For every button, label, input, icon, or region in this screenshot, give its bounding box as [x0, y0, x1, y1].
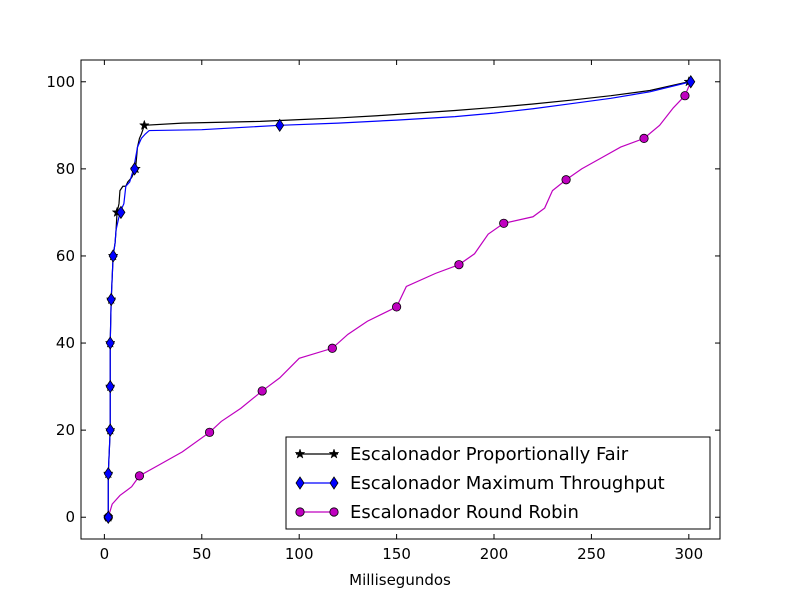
data-point [105, 379, 115, 394]
x-tick-label: 150 [382, 545, 411, 563]
data-point [103, 466, 113, 481]
data-point [327, 343, 337, 353]
x-axis-label: Millisegundos [349, 571, 451, 589]
series-line [107, 81, 692, 518]
data-point [454, 260, 464, 270]
data-point [130, 162, 140, 176]
data-point [204, 427, 215, 437]
legend-marker [295, 476, 305, 490]
legend-marker [294, 448, 306, 459]
legend-marker [329, 476, 339, 490]
series-layer [102, 75, 696, 524]
data-point [680, 91, 690, 101]
legend-items: Escalonador Proportionally Fair Escalonad… [294, 444, 665, 523]
data-point [106, 292, 116, 307]
y-tick-label: 60 [56, 247, 75, 265]
axes-layer: 0 50 100 150 200 250 300 0 20 40 60 80 100 [46, 60, 720, 563]
series-circle [103, 81, 692, 522]
legend-item: Escalonador Proportionally Fair [294, 444, 629, 465]
data-point [686, 75, 696, 89]
data-point [134, 471, 145, 481]
legend-marker [329, 507, 339, 517]
x-tick-label: 200 [480, 545, 509, 563]
data-point [257, 386, 267, 396]
data-point [103, 510, 113, 524]
series-diamond [103, 75, 696, 524]
data-point [105, 336, 115, 350]
legend-marker [328, 448, 340, 459]
x-tick-label: 250 [577, 545, 606, 563]
data-point [138, 119, 150, 130]
x-tick-label: 50 [192, 545, 211, 563]
legend-label: Escalonador Maximum Throughput [350, 473, 665, 494]
legend-item: Escalonador Maximum Throughput [295, 473, 665, 494]
data-point [116, 205, 126, 220]
y-tick-label: 40 [56, 334, 75, 352]
legend-item: Escalonador Round Robin [295, 502, 579, 523]
x-tick-label: 300 [675, 545, 704, 563]
data-point [108, 249, 118, 263]
data-point [499, 218, 509, 228]
legend-label: Escalonador Proportionally Fair [350, 444, 629, 465]
legend-label: Escalonador Round Robin [350, 502, 579, 523]
y-tick-label: 100 [46, 73, 75, 91]
x-tick-label: 0 [100, 545, 110, 563]
plot-frame [80, 59, 721, 540]
data-point [105, 423, 115, 437]
y-tick-label: 20 [56, 421, 75, 439]
data-point [561, 175, 571, 185]
y-tick-label: 80 [56, 160, 75, 178]
legend-marker [295, 507, 305, 517]
data-point [392, 302, 402, 312]
data-point [275, 118, 285, 133]
legend: Escalonador Proportionally Fair Escalonad… [285, 436, 711, 530]
data-point [639, 133, 649, 143]
y-tick-label: 0 [65, 508, 75, 526]
legend-box [285, 436, 711, 530]
x-tick-label: 100 [285, 545, 314, 563]
